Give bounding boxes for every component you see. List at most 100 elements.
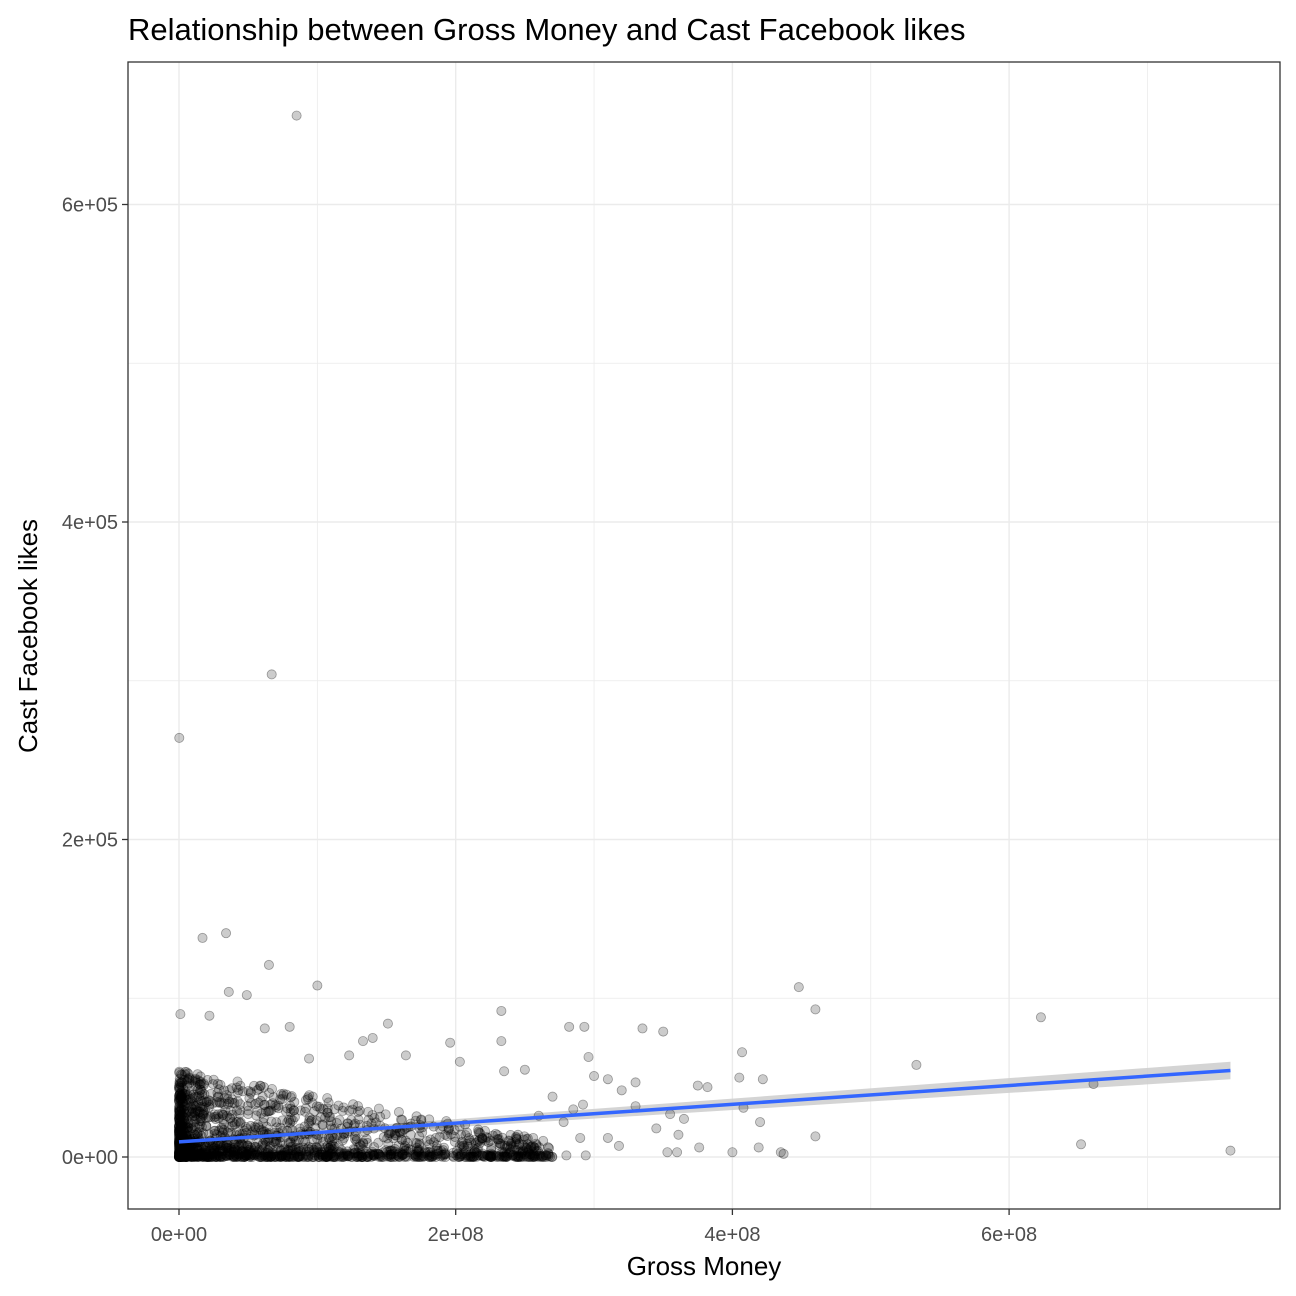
data-point [232, 1151, 243, 1162]
data-point [174, 1089, 185, 1100]
data-point [408, 1151, 419, 1162]
data-point [243, 1085, 254, 1096]
data-point [303, 1142, 314, 1153]
data-point [349, 1144, 360, 1155]
data-point [311, 1142, 322, 1153]
data-point [273, 1100, 284, 1111]
data-point [272, 1138, 283, 1149]
data-point [389, 1144, 400, 1155]
data-point [492, 1134, 503, 1145]
data-point [183, 1118, 194, 1129]
data-point [217, 1148, 228, 1159]
data-point [518, 1151, 529, 1162]
data-point [438, 1145, 449, 1156]
data-point [317, 1151, 328, 1162]
data-point [178, 1101, 189, 1112]
data-point [174, 1151, 185, 1162]
data-point [678, 1113, 689, 1124]
data-point [175, 1146, 186, 1157]
data-point [328, 1151, 339, 1162]
data-point [358, 1138, 369, 1149]
data-point [341, 1148, 352, 1159]
data-point [174, 1149, 185, 1160]
data-point [249, 1125, 260, 1136]
data-point [180, 1089, 191, 1100]
data-point [177, 1147, 188, 1158]
data-point [325, 1112, 336, 1123]
data-point [221, 1150, 232, 1161]
data-point [291, 1145, 302, 1156]
data-point [180, 1151, 191, 1162]
data-point [233, 1085, 244, 1096]
data-point [454, 1151, 465, 1162]
data-point [323, 1142, 334, 1153]
data-point [214, 1144, 225, 1155]
data-point [277, 1115, 288, 1126]
data-point [239, 1151, 250, 1162]
data-point [287, 1115, 298, 1126]
data-point [455, 1149, 466, 1160]
data-point [209, 1151, 220, 1162]
data-point [200, 1105, 211, 1116]
data-point [497, 1132, 508, 1143]
data-point [479, 1125, 490, 1136]
data-point [201, 1151, 212, 1162]
data-point [225, 1149, 236, 1160]
grid-lines [128, 62, 1280, 1209]
data-point [526, 1141, 537, 1152]
data-point [327, 1136, 338, 1147]
data-point [230, 1149, 241, 1160]
data-point [325, 1148, 336, 1159]
data-point [322, 1151, 333, 1162]
data-point [329, 1141, 340, 1152]
data-point [174, 1101, 185, 1112]
data-point [267, 1098, 278, 1109]
data-point [524, 1149, 535, 1160]
data-point [186, 1151, 197, 1162]
data-point [196, 1089, 207, 1100]
data-point [362, 1147, 373, 1158]
data-point [174, 1151, 185, 1162]
data-point [192, 1084, 203, 1095]
data-point [281, 1149, 292, 1160]
data-point [189, 1142, 200, 1153]
data-point [311, 1101, 322, 1112]
data-point [219, 1092, 230, 1103]
data-point [194, 1106, 205, 1117]
data-point [283, 1152, 294, 1163]
data-point [314, 1141, 325, 1152]
data-point [175, 1150, 186, 1161]
data-point [195, 1148, 206, 1159]
data-point [338, 1132, 349, 1143]
data-point [271, 1149, 282, 1160]
data-point [227, 1150, 238, 1161]
data-point [208, 1148, 219, 1159]
data-point [493, 1134, 504, 1145]
data-point [275, 1151, 286, 1162]
data-point [324, 1149, 335, 1160]
data-point [484, 1151, 495, 1162]
data-point [215, 1151, 226, 1162]
data-point [181, 1143, 192, 1154]
data-point [518, 1146, 529, 1157]
data-point [174, 1144, 185, 1155]
data-point [397, 1149, 408, 1160]
data-point [465, 1151, 476, 1162]
data-point [268, 1092, 279, 1103]
data-point [405, 1129, 416, 1140]
data-point [174, 1146, 185, 1157]
data-point [175, 1103, 186, 1114]
data-point [175, 1151, 186, 1162]
data-point [307, 1151, 318, 1162]
data-point [257, 1140, 268, 1151]
data-point [460, 1130, 471, 1141]
data-point [181, 1151, 192, 1162]
data-point [183, 1146, 194, 1157]
data-point [174, 1107, 185, 1118]
data-point [270, 1100, 281, 1111]
data-point [389, 1146, 400, 1157]
data-point [333, 1100, 344, 1111]
data-point [313, 1150, 324, 1161]
data-point [181, 1151, 192, 1162]
data-point [195, 1095, 206, 1106]
